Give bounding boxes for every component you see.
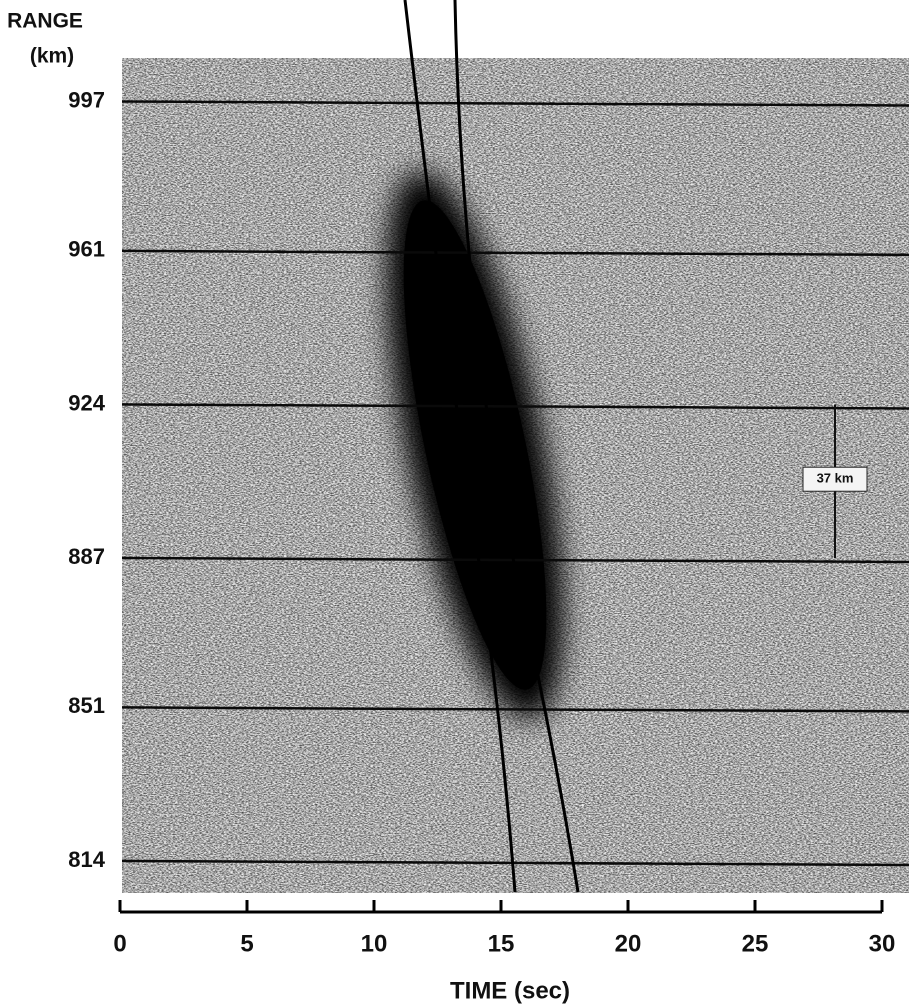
x-tick-label: 10: [361, 930, 388, 957]
y-tick-label: 997: [68, 87, 105, 112]
figure: RANGE (km) TIME (sec) 814 851 887 924 961 997…: [0, 0, 909, 1007]
x-tick-label: 0: [113, 930, 126, 957]
x-tick-label: 20: [615, 930, 642, 957]
x-tick-label: 25: [742, 930, 769, 957]
y-tick-label: 814: [68, 847, 105, 872]
y-axis-label: (km): [30, 45, 74, 68]
annotation: 37 km: [817, 471, 854, 486]
x-tick-label: 30: [869, 930, 896, 957]
x-tick-label: 15: [488, 930, 515, 957]
y-tick-label: 851: [68, 693, 105, 718]
y-tick-label: 961: [68, 237, 105, 262]
y-tick-label: 887: [68, 544, 105, 569]
y-axis-label: RANGE: [7, 10, 83, 33]
x-tick-label: 5: [240, 930, 253, 957]
intensity-image: [122, 58, 909, 893]
y-tick-label: 924: [68, 390, 105, 415]
x-axis-label: TIME (sec): [450, 977, 570, 1004]
